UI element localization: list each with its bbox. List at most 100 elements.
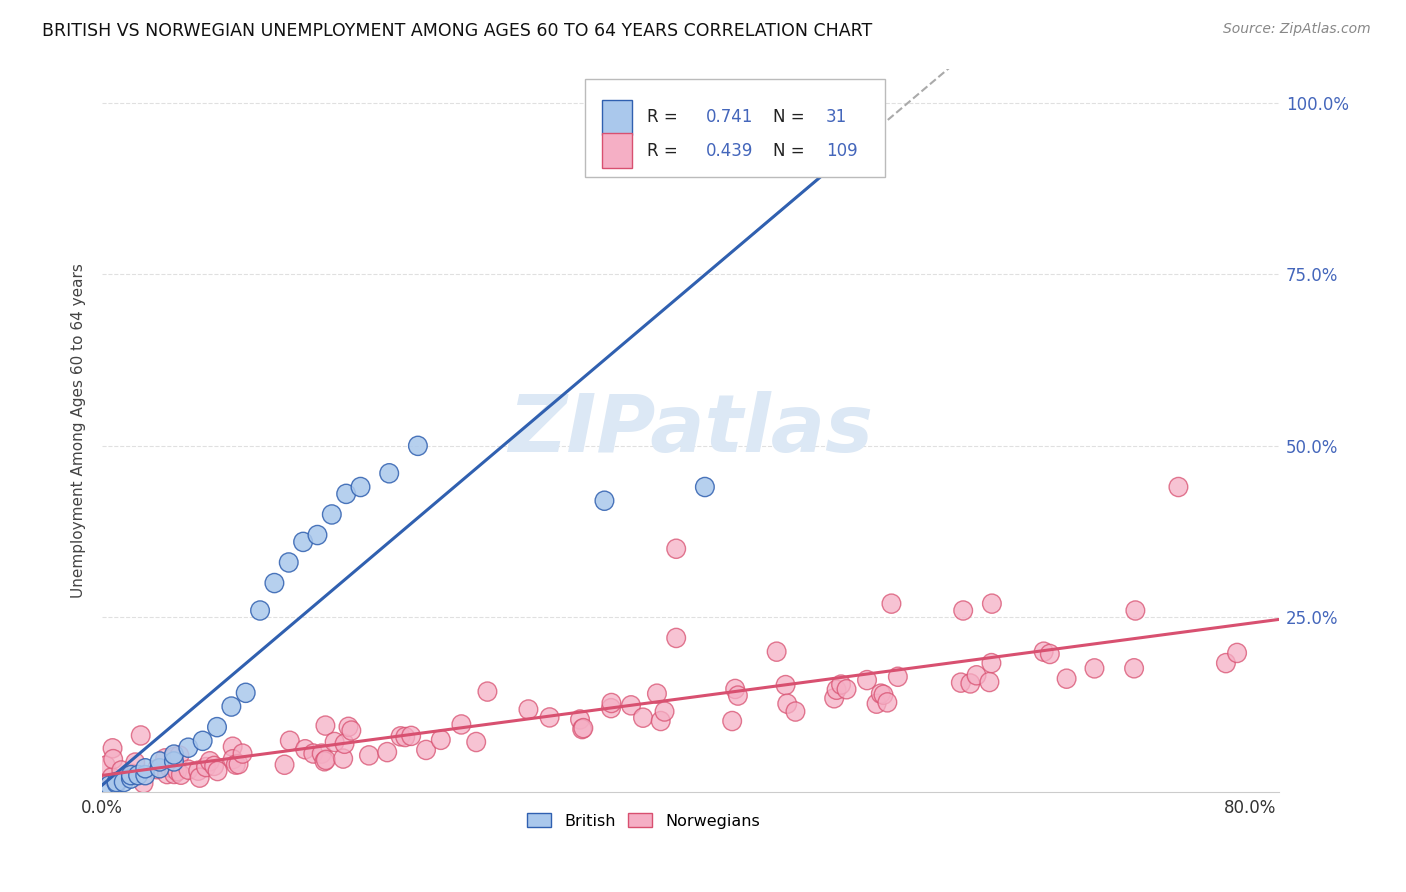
Ellipse shape (432, 731, 450, 749)
Ellipse shape (127, 753, 145, 772)
Ellipse shape (391, 727, 411, 746)
Bar (602, 134, 631, 169)
Ellipse shape (150, 752, 169, 771)
Ellipse shape (778, 694, 797, 714)
Ellipse shape (786, 702, 804, 721)
Text: 31: 31 (825, 108, 846, 127)
Ellipse shape (333, 749, 353, 768)
Ellipse shape (165, 752, 183, 771)
Ellipse shape (107, 772, 127, 791)
Text: 0.439: 0.439 (706, 142, 754, 160)
Ellipse shape (131, 726, 150, 745)
Ellipse shape (467, 732, 485, 752)
Ellipse shape (519, 700, 537, 719)
Ellipse shape (595, 491, 614, 510)
Ellipse shape (602, 693, 621, 713)
Ellipse shape (112, 761, 131, 780)
Ellipse shape (827, 680, 846, 699)
Text: ZIPatlas: ZIPatlas (508, 392, 873, 469)
Text: 0.741: 0.741 (706, 108, 754, 127)
Ellipse shape (983, 594, 1001, 613)
Ellipse shape (114, 772, 134, 791)
Ellipse shape (194, 731, 212, 750)
Ellipse shape (150, 759, 169, 778)
Ellipse shape (236, 683, 254, 702)
Ellipse shape (352, 477, 370, 497)
Ellipse shape (825, 689, 844, 708)
Ellipse shape (882, 594, 901, 613)
Ellipse shape (953, 601, 973, 620)
Ellipse shape (1126, 601, 1144, 620)
Ellipse shape (312, 744, 330, 764)
Ellipse shape (160, 757, 179, 777)
Ellipse shape (136, 765, 155, 785)
Ellipse shape (97, 756, 115, 775)
Ellipse shape (100, 776, 118, 795)
Ellipse shape (1170, 477, 1188, 497)
Text: Source: ZipAtlas.com: Source: ZipAtlas.com (1223, 22, 1371, 37)
Ellipse shape (728, 686, 747, 706)
Ellipse shape (666, 539, 686, 558)
Ellipse shape (1040, 644, 1059, 664)
Ellipse shape (402, 726, 420, 746)
Ellipse shape (1085, 659, 1104, 678)
Ellipse shape (877, 693, 897, 712)
Ellipse shape (165, 764, 183, 783)
Ellipse shape (165, 745, 183, 764)
Ellipse shape (316, 716, 335, 735)
Ellipse shape (983, 654, 1001, 673)
Ellipse shape (875, 685, 893, 705)
Ellipse shape (222, 697, 240, 716)
Ellipse shape (276, 756, 294, 774)
Ellipse shape (308, 525, 326, 545)
Ellipse shape (571, 710, 589, 729)
Ellipse shape (188, 761, 208, 780)
Ellipse shape (574, 719, 593, 738)
Ellipse shape (1216, 654, 1236, 673)
Ellipse shape (478, 682, 496, 701)
Ellipse shape (224, 737, 242, 756)
Text: N =: N = (773, 108, 804, 127)
Ellipse shape (294, 533, 312, 551)
Ellipse shape (396, 727, 415, 747)
Ellipse shape (342, 721, 361, 740)
Text: R =: R = (647, 142, 678, 160)
Ellipse shape (208, 717, 226, 737)
Ellipse shape (205, 756, 224, 775)
Ellipse shape (634, 708, 652, 727)
Ellipse shape (339, 717, 357, 737)
Ellipse shape (980, 673, 998, 691)
Ellipse shape (179, 738, 198, 757)
Ellipse shape (201, 752, 219, 771)
Ellipse shape (170, 746, 188, 765)
Ellipse shape (337, 484, 356, 503)
Ellipse shape (325, 732, 344, 752)
FancyBboxPatch shape (585, 79, 884, 178)
Ellipse shape (453, 714, 471, 734)
Text: 109: 109 (825, 142, 858, 160)
Ellipse shape (572, 720, 592, 739)
Ellipse shape (651, 712, 671, 731)
Ellipse shape (129, 765, 148, 785)
Ellipse shape (190, 768, 209, 788)
Ellipse shape (868, 694, 886, 714)
Ellipse shape (872, 684, 890, 703)
Ellipse shape (266, 574, 284, 592)
Ellipse shape (322, 505, 342, 524)
Ellipse shape (280, 553, 298, 572)
Ellipse shape (666, 628, 686, 648)
Ellipse shape (304, 744, 322, 764)
Ellipse shape (157, 764, 176, 784)
Ellipse shape (316, 750, 335, 770)
Ellipse shape (335, 734, 354, 754)
Legend: British, Norwegians: British, Norwegians (520, 806, 766, 835)
Ellipse shape (962, 673, 980, 693)
Ellipse shape (360, 746, 378, 765)
Ellipse shape (858, 671, 876, 690)
Ellipse shape (655, 702, 673, 721)
Ellipse shape (378, 742, 396, 762)
Ellipse shape (226, 755, 245, 774)
Ellipse shape (725, 680, 745, 698)
Text: N =: N = (773, 142, 804, 160)
Ellipse shape (121, 765, 141, 785)
